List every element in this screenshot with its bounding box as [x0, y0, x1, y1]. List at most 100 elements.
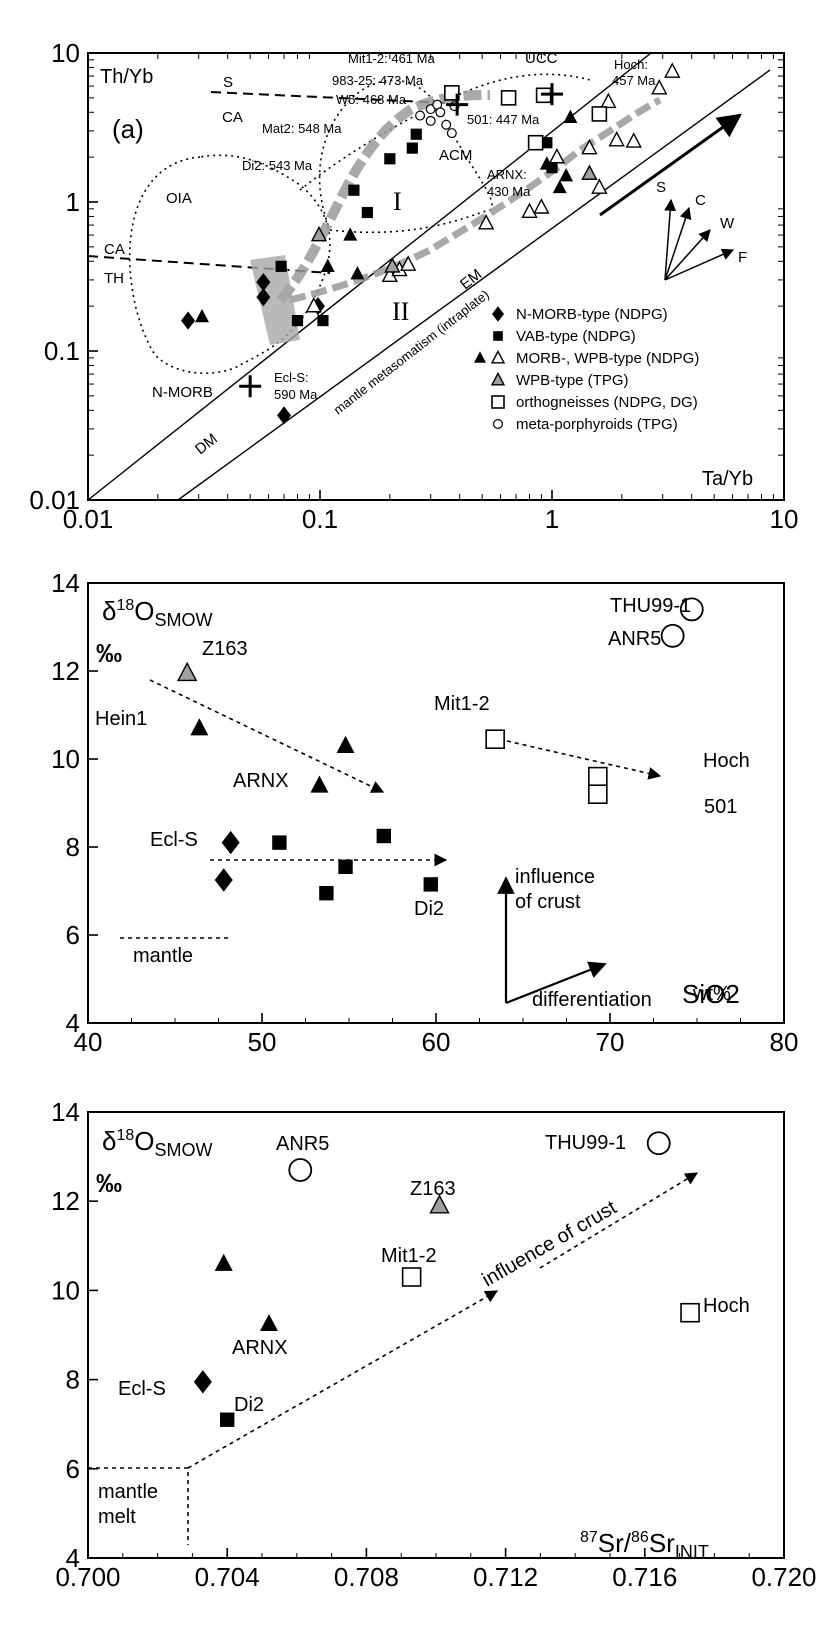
- open-square-point: [485, 729, 505, 750]
- vector-c-label: C: [695, 192, 706, 209]
- open-square-point: [680, 1302, 700, 1323]
- mantle-melt-label-1: mantle: [98, 1481, 158, 1503]
- open-square-point: [491, 395, 505, 409]
- y-axis-label-th-yb: Th/Yb: [100, 66, 153, 88]
- y-tick-label: 8: [66, 1365, 80, 1395]
- label-hein1: Hein1: [95, 708, 147, 730]
- open-square-point: [401, 1267, 422, 1287]
- sio2-label: SiO2: [682, 979, 740, 1009]
- triangle-open-point: [608, 130, 625, 147]
- influence-label: influence: [515, 866, 595, 888]
- triangle-open-point: [533, 198, 550, 214]
- square-point: [338, 859, 353, 874]
- mantle-array-lower: [177, 69, 771, 501]
- triangle-gray-point: [177, 661, 198, 682]
- diamond-point: [256, 273, 271, 292]
- sample-label-hoch-2: 457 Ma: [612, 73, 656, 88]
- mantle-melt-label-2: melt: [98, 1506, 136, 1528]
- x-tick-label: 0.720: [751, 1562, 816, 1592]
- triangle-open-point: [581, 138, 598, 155]
- open-square-point: [588, 784, 608, 805]
- vector-f-label: F: [738, 249, 747, 266]
- mantle-label: mantle: [133, 945, 193, 967]
- x-tick-label: 50: [248, 1027, 277, 1057]
- y-tick-label: 10: [51, 1275, 80, 1305]
- panel-b-d18o-vs-sio2: 40 50 60 70 80 4 6 8 10 12 14 δ18OSMOW ‰ wt% mantl…: [51, 568, 798, 1057]
- triangle-open-point: [477, 214, 495, 230]
- mantle-metasomatism-label: mantle metasomatism (intraplate): [331, 287, 492, 418]
- x-tick-label: 0.716: [612, 1562, 677, 1592]
- label-thu99-1: THU99-1: [610, 595, 691, 617]
- trend-label-ii: II: [392, 297, 409, 326]
- label-ecl-s: Ecl-S: [150, 829, 198, 851]
- sample-label-di2: Di2: 543 Ma: [242, 158, 313, 173]
- y-tick-label: 4: [66, 1008, 80, 1038]
- x-tick-label: 40: [74, 1027, 103, 1057]
- y-tick-label: 8: [66, 832, 80, 862]
- label-hoch-c: Hoch: [703, 1295, 750, 1317]
- trend-label-i: I: [393, 187, 402, 216]
- y-tick-label: 6: [66, 1454, 80, 1484]
- vector-diagram: S C W F: [656, 179, 747, 281]
- square-point: [541, 137, 553, 149]
- mantle-array-upper: [87, 52, 652, 501]
- open-square-point: [527, 134, 544, 151]
- square-point: [319, 886, 334, 901]
- y-tick-label: 6: [66, 920, 80, 950]
- square-point: [376, 828, 391, 844]
- sample-label-501: 501: 447 Ma: [467, 112, 540, 127]
- differentiation-label: differentiation: [532, 989, 652, 1011]
- triangle-open-point: [548, 147, 566, 164]
- open-square-point: [591, 106, 608, 122]
- x-tick-label: 1: [545, 504, 559, 534]
- square-point: [361, 206, 373, 219]
- square-point: [423, 877, 438, 892]
- legend-entry: WPB-type (TPG): [516, 372, 629, 389]
- y-tick-label: 12: [51, 1186, 80, 1216]
- triangle-open-point: [521, 202, 538, 219]
- square-point: [493, 331, 503, 341]
- x-tick-label: 0.700: [55, 1562, 120, 1592]
- open-circle-point: [679, 597, 704, 622]
- triangle-filled-point: [336, 735, 355, 753]
- plus-point: [446, 93, 469, 116]
- x-tick-label: 70: [596, 1027, 625, 1057]
- triangle-filled-point: [474, 351, 486, 363]
- field-label-oia: OIA: [166, 190, 192, 207]
- square-point: [275, 260, 287, 272]
- plus-point: [541, 83, 563, 106]
- sample-label-mat2: Mat2: 548 Ma: [262, 121, 342, 136]
- triangle-filled-point: [310, 775, 329, 793]
- triangle-filled-point: [559, 168, 574, 182]
- triangle-filled-point: [350, 266, 365, 280]
- x-tick-label: 80: [770, 1027, 799, 1057]
- enrichment-arrow: [599, 113, 742, 217]
- legend-entry: N-MORB-type (NDPG): [516, 306, 668, 323]
- small-circle-point: [435, 107, 446, 118]
- vector-s: [664, 198, 677, 281]
- triangle-filled-point: [259, 1313, 278, 1332]
- label-arnx-c: ARNX: [232, 1337, 288, 1359]
- sample-label-ecl-s-2: 590 Ma: [274, 387, 318, 402]
- sample-label-hoch-1: Hoch:: [614, 57, 648, 72]
- y-tick-label: 14: [51, 568, 80, 598]
- influence-of-crust-label: influence of crust: [479, 1196, 621, 1291]
- panel-b-x-unit: wt%: [692, 983, 731, 1005]
- diamond-point: [193, 1370, 212, 1394]
- triangle-open-point: [305, 296, 322, 313]
- label-anr5-c: ANR5: [276, 1133, 329, 1155]
- label-z163: Z163: [202, 638, 248, 660]
- y-tick-label: 10: [51, 744, 80, 774]
- field-label-dm: DM: [192, 430, 221, 458]
- y-tick-label: 1: [66, 187, 80, 217]
- sample-label-w5: W5: 468 Ma: [336, 92, 407, 107]
- square-point: [410, 128, 422, 140]
- legend-entry: orthogneisses (NDPG, DG): [516, 394, 698, 411]
- trend-arrow-1: [149, 679, 385, 793]
- open-circle-point: [660, 623, 685, 648]
- crust-arrow-lower: [187, 1290, 499, 1469]
- y-tick-label: 0.1: [44, 336, 80, 366]
- label-mit1-2-c: Mit1-2: [381, 1245, 437, 1267]
- square-point: [272, 835, 287, 850]
